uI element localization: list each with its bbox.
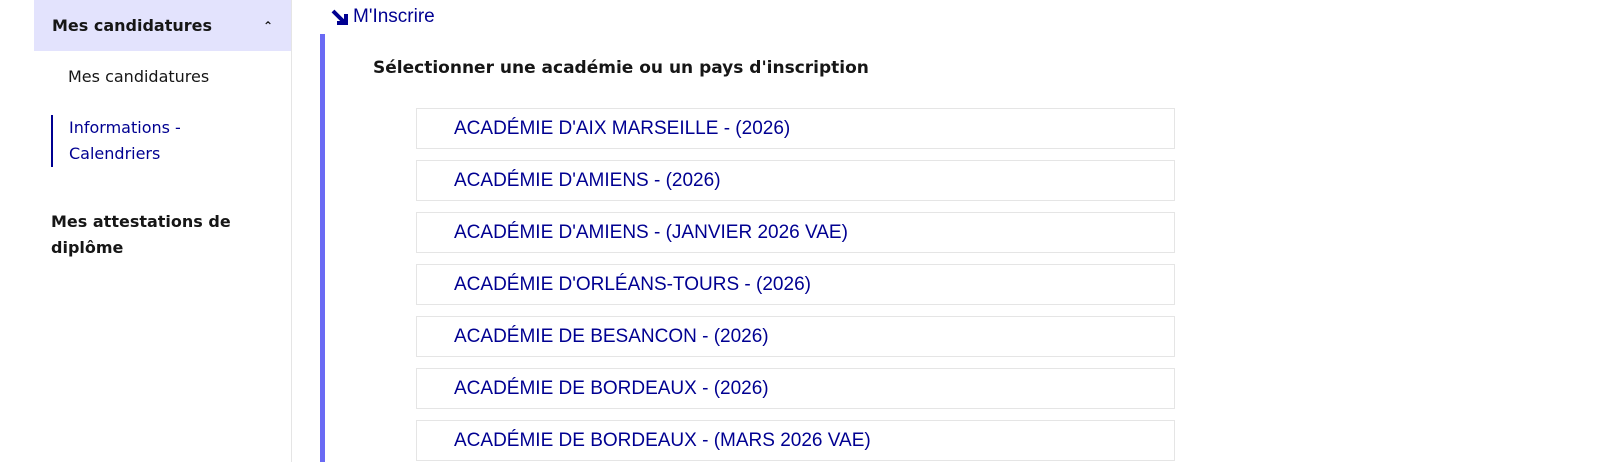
sidebar: Mes candidatures ⌃ Mes candidatures Infor… [0,0,292,462]
nav-item-current[interactable]: Informations - Calendriers [51,115,249,167]
nav-item[interactable]: Mes candidatures [68,67,210,86]
academy-option[interactable]: ACADÉMIE D'ORLÉANS-TOURS - (2026) [416,264,1175,305]
arrow-icon [331,8,349,26]
academy-option[interactable]: ACADÉMIE D'AMIENS - (JANVIER 2026 VAE) [416,212,1175,253]
academy-option[interactable]: ACADÉMIE DE BORDEAUX - (MARS 2026 VAE) [416,420,1175,461]
chevron: ⌃ [262,18,273,33]
section-title: Mes candidatures [52,16,213,35]
link-text: M'Inscrire [353,6,435,27]
academy-option[interactable]: ACADÉMIE D'AIX MARSEILLE - (2026) [416,108,1175,149]
academy-option[interactable]: ACADÉMIE DE BESANCON - (2026) [416,316,1175,357]
academy-option[interactable]: ACADÉMIE DE BORDEAUX - (2026) [416,368,1175,409]
section-title[interactable]: Mes attestations de diplôme [51,212,231,257]
section-toggle[interactable]: Mes candidatures ⌃ [34,0,291,51]
accent-bar [320,34,325,462]
heading: Sélectionner une académie ou un pays d'i… [373,58,869,78]
link[interactable]: M'Inscrire [331,6,435,28]
academy-option[interactable]: ACADÉMIE D'AMIENS - (2026) [416,160,1175,201]
